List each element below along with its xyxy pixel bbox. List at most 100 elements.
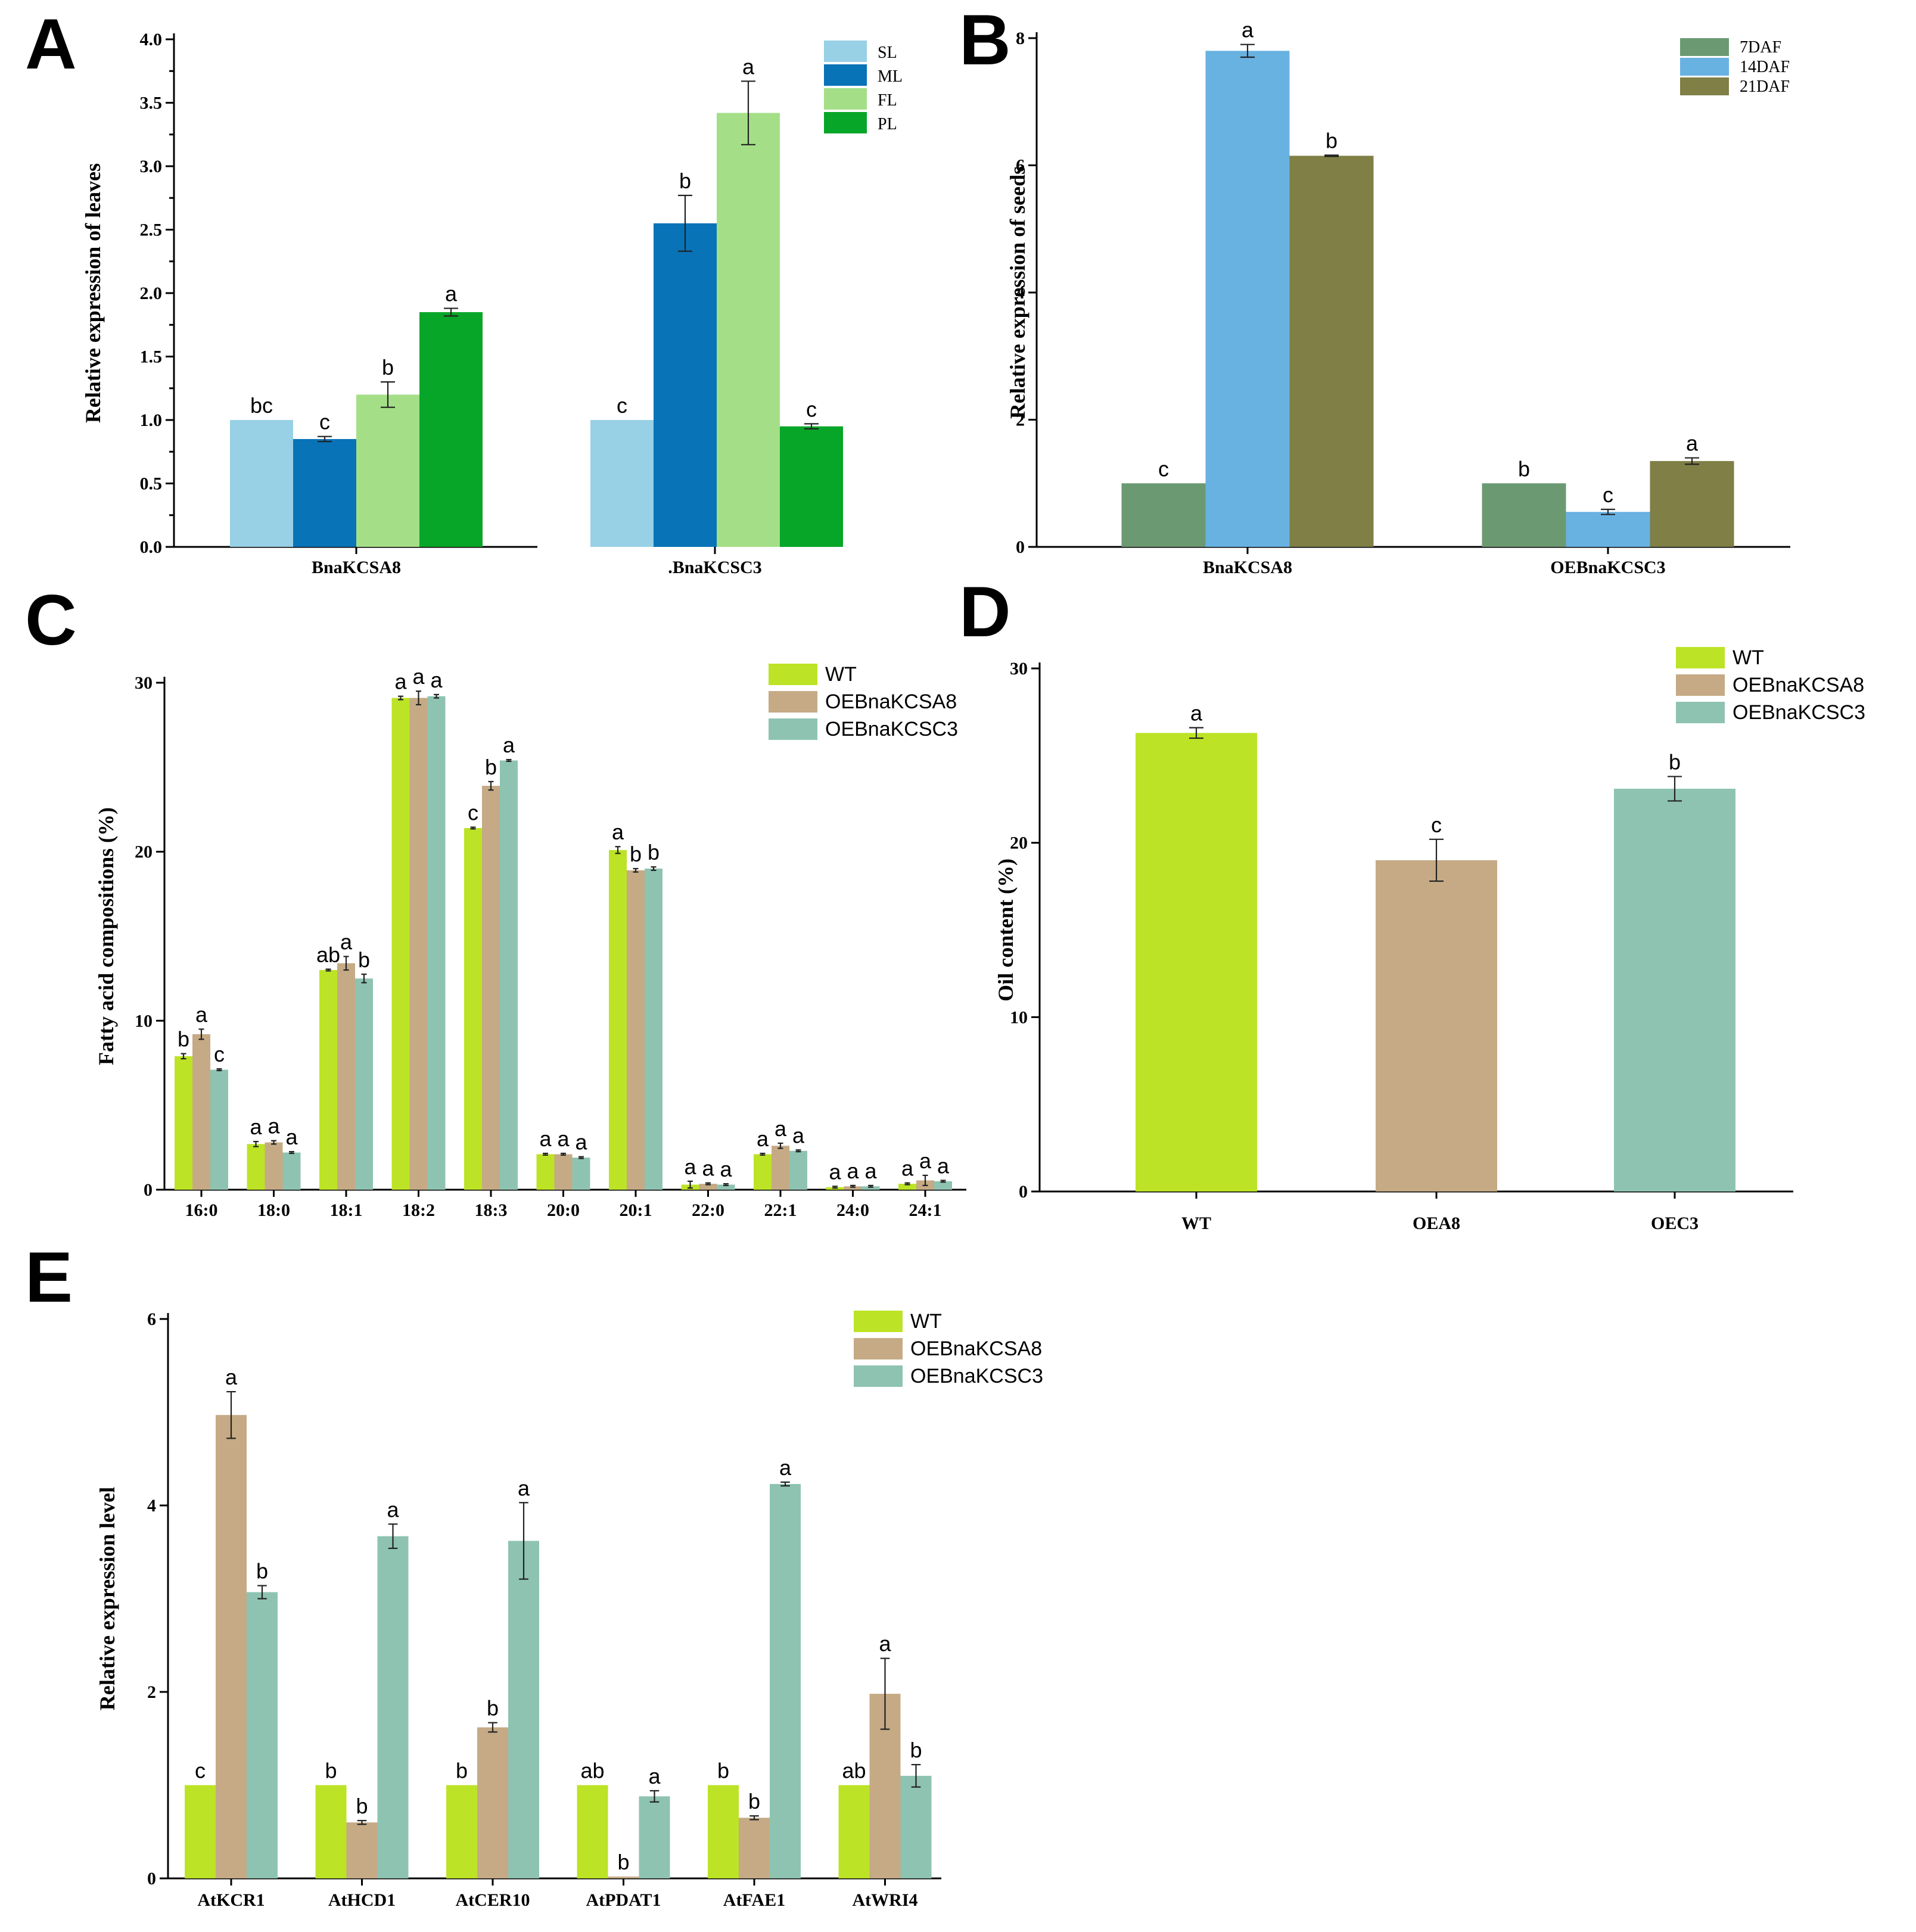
bar-SL-BnaKCSC3 [590, 420, 654, 547]
y-tick-label: 4 [147, 1496, 156, 1516]
bar-OEBnaKCSC3-24:1 [934, 1181, 952, 1190]
legend-label: WT [825, 663, 857, 686]
legend-label: OEBnaKCSA8 [825, 690, 957, 713]
legend-swatch [824, 64, 867, 86]
y-tick-label: 2 [147, 1682, 156, 1702]
panel-letter-a: A [25, 4, 77, 84]
y-tick-label: 4.0 [140, 30, 163, 49]
legend-swatch [824, 112, 867, 133]
x-category-label: OEC3 [1651, 1214, 1699, 1233]
bar-14DAF-OEBnaKCSC3 [1566, 512, 1650, 547]
y-axis-label: Relative expression level [95, 1487, 119, 1710]
legend-swatch [769, 691, 817, 713]
bar-21DAF-BnaKCSA8 [1289, 155, 1374, 547]
legend-label: 21DAF [1740, 77, 1790, 96]
x-category-label: 18:3 [475, 1200, 508, 1220]
bar-OEBnaKCSA8-16:0 [192, 1034, 210, 1190]
significance-letter: b [617, 1850, 629, 1874]
significance-letter: a [742, 54, 755, 79]
significance-letter: b [748, 1789, 760, 1813]
x-category-label: 20:0 [547, 1200, 580, 1220]
y-tick-label: 2.0 [140, 284, 163, 303]
bar-14DAF-BnaKCSA8 [1205, 51, 1290, 547]
significance-letter: c [214, 1042, 225, 1066]
y-tick-label: 30 [1010, 659, 1028, 679]
x-category-label: 20:1 [620, 1200, 652, 1220]
y-tick-label: 1.5 [140, 347, 163, 367]
significance-letter: c [468, 801, 478, 825]
legend: WT OEBnaKCSA8 OEBnaKCSC3 [854, 1310, 1043, 1387]
legend-swatch [1676, 702, 1725, 723]
y-axis-label: Fatty acid compositions (%) [94, 807, 118, 1065]
bar-OEBnaKCSA8-22:1 [772, 1146, 789, 1190]
significance-letter: a [340, 930, 353, 954]
significance-letter: a [1242, 18, 1254, 42]
y-tick-label: 30 [135, 673, 153, 693]
y-tick-label: 2.5 [140, 220, 163, 240]
panel-letter-b: B [959, 0, 1011, 80]
legend-swatch [769, 664, 817, 685]
panel-d: D 0 10 20 30 Oil content (%) a WT c OEA8 b OEC3 WT OE… [959, 572, 1865, 1233]
bar-WT-16:0 [175, 1056, 192, 1190]
x-category-label: AtCER10 [456, 1890, 530, 1910]
legend: SL ML FL PL [824, 41, 903, 133]
significance-letter: a [575, 1130, 587, 1155]
significance-letter: a [864, 1159, 877, 1183]
bar-OEBnaKCSC3-AtHCD1 [377, 1536, 409, 1878]
significance-letter: c [1603, 483, 1613, 507]
significance-letter: a [879, 1632, 891, 1656]
significance-letter: b [487, 1696, 499, 1721]
legend-swatch [824, 41, 867, 62]
significance-letter: a [445, 282, 458, 306]
x-category-label: 18:1 [330, 1200, 363, 1220]
x-category-label: AtHCD1 [328, 1890, 396, 1910]
legend-swatch [854, 1338, 903, 1359]
legend-label: OEBnaKCSC3 [910, 1365, 1043, 1387]
y-tick-label: 10 [135, 1011, 153, 1031]
legend-label: FL [878, 91, 897, 110]
bar-WT-18:0 [247, 1144, 265, 1190]
x-category-label: 24:1 [909, 1200, 942, 1220]
legend-swatch [1680, 58, 1729, 76]
significance-letter: c [319, 410, 330, 434]
significance-letter: a [612, 820, 624, 844]
bar-WT-AtWRI4 [838, 1785, 870, 1878]
y-tick-label: 1.0 [140, 410, 163, 430]
y-tick-label: 0 [144, 1180, 153, 1200]
bar-WT-18:3 [464, 827, 482, 1190]
bar-WT-AtHCD1 [315, 1785, 347, 1878]
bar-OEBnaKCSA8-AtCER10 [477, 1727, 508, 1878]
significance-letter: b [356, 1794, 368, 1818]
significance-letter: c [1158, 456, 1169, 481]
y-tick-label: 0 [147, 1869, 156, 1889]
y-tick-label: 0 [1019, 1182, 1028, 1202]
legend-swatch [854, 1365, 903, 1387]
x-category-label: AtFAE1 [723, 1890, 785, 1910]
bar-OEBnaKCSC3-20:0 [572, 1158, 590, 1190]
bar-WT-18:1 [319, 970, 337, 1190]
legend-swatch [1680, 38, 1729, 56]
significance-letter: a [720, 1157, 732, 1181]
bar-ML-BnaKCSC3 [654, 223, 717, 547]
legend-swatch [1676, 674, 1725, 696]
bar-OEBnaKCSC3-18:2 [427, 696, 446, 1190]
significance-letter: ab [580, 1759, 604, 1783]
bar-OEBnaKCSC3-AtKCR1 [247, 1592, 278, 1878]
significance-letter: ab [316, 942, 340, 967]
significance-letter: a [430, 668, 443, 692]
significance-letter: a [268, 1114, 280, 1138]
bar-PL-BnaKCSC3 [780, 426, 843, 547]
panel-letter-e: E [25, 1237, 73, 1317]
legend: WT OEBnaKCSA8 OEBnaKCSC3 [1676, 646, 1865, 724]
bar-OEBnaKCSC3-22:0 [717, 1184, 735, 1190]
significance-letter: b [648, 840, 660, 864]
bar-OEBnaKCSC3-22:1 [789, 1150, 807, 1190]
significance-letter: a [829, 1159, 841, 1184]
y-tick-label: 3.0 [140, 157, 163, 176]
bar-OEBnaKCSC3-18:0 [282, 1152, 301, 1190]
bar-OEC3 [1614, 788, 1735, 1191]
significance-letter: c [1431, 813, 1442, 837]
